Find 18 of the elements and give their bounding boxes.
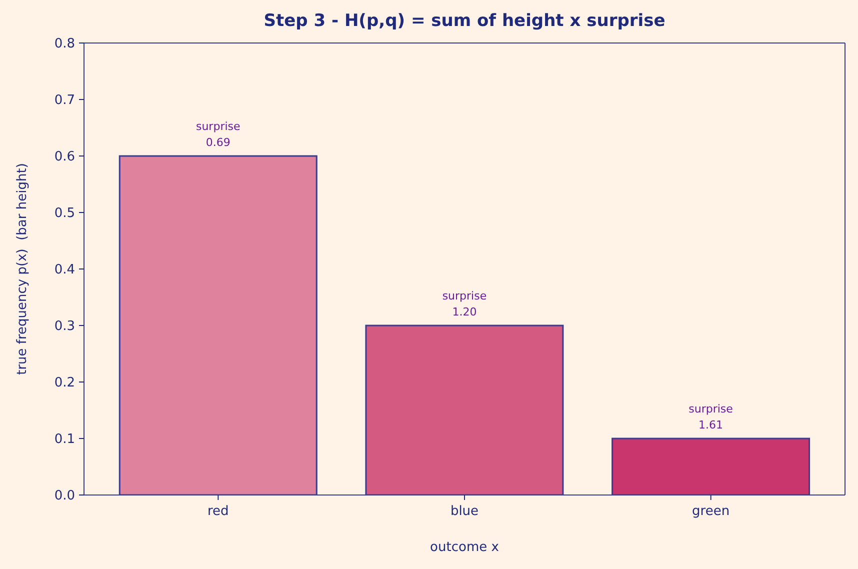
- y-tick-label: 0.0: [54, 488, 75, 504]
- data-label: surprise 0.69: [196, 120, 240, 149]
- x-tick-label: red: [208, 504, 229, 520]
- x-axis-title: outcome x: [430, 540, 500, 555]
- y-tick-label: 0.5: [54, 206, 75, 222]
- data-label: surprise 1.20: [442, 290, 487, 318]
- data-label: surprise 1.61: [688, 402, 734, 432]
- y-tick-label: 0.4: [54, 262, 75, 278]
- x-tick-label: green: [692, 504, 730, 520]
- y-tick-label: 0.8: [54, 36, 75, 52]
- y-axis-title: true frequency p(x) (bar height): [14, 163, 30, 375]
- y-tick-label: 0.2: [54, 376, 75, 391]
- chart-title: Step 3 - H(p,q) = sum of height x surprise: [262, 11, 666, 31]
- y-tick-label: 0.6: [54, 150, 75, 165]
- y-tick-label: 0.3: [54, 319, 75, 334]
- x-tick-label: blue: [450, 504, 479, 520]
- y-tick-label: 0.7: [54, 93, 75, 108]
- y-tick-label: 0.1: [54, 432, 75, 448]
